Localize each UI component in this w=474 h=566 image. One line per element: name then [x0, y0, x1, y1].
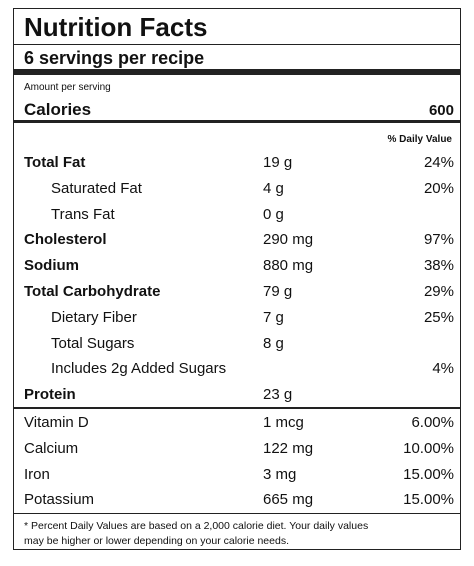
rule-medium — [14, 120, 460, 123]
nutrient-name: Total Sugars — [51, 334, 135, 352]
nutrient-dv: 20% — [423, 179, 454, 197]
nutrient-name: Vitamin D — [24, 414, 89, 431]
amount-label: Amount per serving — [24, 82, 111, 93]
nutrient-amount: 880 mg — [263, 257, 314, 275]
nutrient-dv: 6.00% — [411, 414, 454, 431]
nutrient-amount: 0 g — [263, 205, 284, 223]
nutrient-amount: 19 g — [263, 154, 293, 171]
nutrient-amount: 4 g — [263, 179, 284, 197]
nutrient-amount: 665 mg — [263, 491, 314, 509]
nutrient-amount: 1 mcg — [263, 414, 304, 431]
nutrient-name: Iron — [24, 465, 50, 483]
nutrient-name: Saturated Fat — [51, 179, 142, 197]
dv-header: % Daily Value — [387, 134, 452, 145]
rule-thick — [14, 69, 460, 75]
nutrient-name: Trans Fat — [51, 205, 115, 223]
nutrient-amount: 23 g — [263, 386, 293, 404]
calories-label: Calories — [24, 100, 92, 119]
nutrient-amount: 8 g — [263, 334, 284, 352]
calories-value: 600 — [428, 102, 454, 119]
nutrient-amount: 79 g — [263, 283, 293, 300]
nutrient-dv: 25% — [423, 308, 454, 326]
nutrient-dv: 10.00% — [403, 439, 454, 457]
nutrient-name: Calcium — [24, 439, 79, 457]
nutrient-name: Total Carbohydrate — [24, 283, 161, 300]
footnote: * Percent Daily Values are based on a 2,… — [24, 520, 369, 532]
nutrient-dv: 97% — [423, 231, 454, 249]
nutrient-name: Cholesterol — [24, 231, 107, 249]
nutrition-label: Nutrition Facts 6 servings per recipe Am… — [13, 8, 461, 550]
nutrient-name: Total Fat — [24, 154, 86, 171]
nutrient-dv: 15.00% — [403, 491, 454, 509]
nutrient-name: Dietary Fiber — [51, 308, 137, 326]
nutrient-amount: 122 mg — [263, 439, 314, 457]
nutrient-amount: 290 mg — [263, 231, 314, 249]
nutrient-amount: 7 g — [263, 308, 284, 326]
nutrient-dv: 15.00% — [403, 465, 454, 483]
nutrient-dv: 24% — [423, 154, 454, 171]
nutrient-name: Potassium — [24, 491, 95, 509]
rule — [14, 513, 460, 514]
nutrient-dv: 29% — [423, 283, 454, 300]
nutrient-name: Protein — [24, 386, 76, 404]
rule-medium — [14, 407, 460, 409]
nutrient-dv: 38% — [423, 257, 454, 275]
title: Nutrition Facts — [24, 12, 208, 42]
nutrient-name: Includes 2g Added Sugars — [51, 360, 227, 378]
footnote: may be higher or lower depending on your… — [24, 535, 289, 547]
nutrient-dv: 4% — [432, 360, 454, 378]
servings: 6 servings per recipe — [24, 48, 205, 68]
rule — [14, 44, 460, 45]
nutrient-amount: 3 mg — [263, 465, 297, 483]
nutrient-name: Sodium — [24, 257, 79, 275]
